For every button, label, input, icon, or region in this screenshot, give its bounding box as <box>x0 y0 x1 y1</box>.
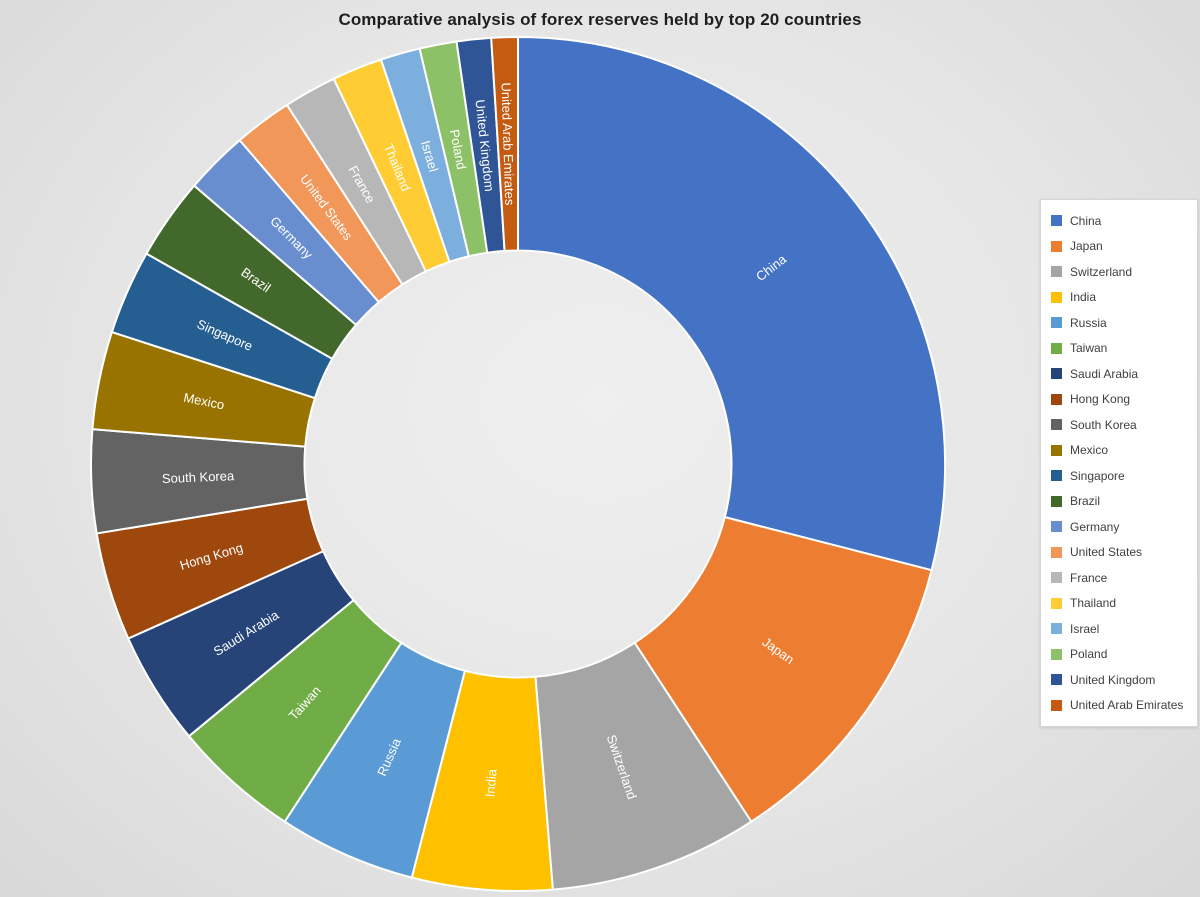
legend-item-label: India <box>1070 290 1097 305</box>
legend-swatch <box>1051 444 1062 456</box>
legend-item-label: United States <box>1070 545 1143 560</box>
donut-slice-united-arab-emirates <box>490 35 519 252</box>
legend-item-label: France <box>1070 570 1108 585</box>
legend-item: France <box>1051 565 1191 591</box>
legend-swatch <box>1051 419 1062 431</box>
legend-swatch <box>1051 648 1062 660</box>
legend-item: Taiwan <box>1051 336 1191 362</box>
legend-swatch <box>1051 495 1062 507</box>
legend-item: Mexico <box>1051 438 1191 464</box>
legend-item-label: United Kingdom <box>1070 672 1156 687</box>
legend-item: China <box>1051 208 1191 234</box>
donut-slice-china <box>517 36 946 572</box>
legend-item: Germany <box>1051 514 1191 540</box>
legend-swatch <box>1051 623 1062 635</box>
legend-item: Israel <box>1051 616 1191 642</box>
legend-item: United Kingdom <box>1051 667 1191 693</box>
legend-swatch <box>1051 240 1062 252</box>
legend-swatch <box>1051 521 1062 533</box>
legend-swatch <box>1051 393 1062 405</box>
legend: China Japan Switzerland India Russia Taiwan Sa… <box>1040 199 1198 727</box>
legend-item-label: Taiwan <box>1070 341 1108 356</box>
legend-item: Switzerland <box>1051 259 1191 285</box>
legend-swatch <box>1051 291 1062 303</box>
legend-item-label: Mexico <box>1070 443 1109 458</box>
legend-item-label: South Korea <box>1070 417 1137 432</box>
slice-label: Poland <box>447 128 469 171</box>
legend-item-label: Switzerland <box>1070 264 1133 279</box>
slice-label: India <box>482 768 499 798</box>
legend-swatch <box>1051 597 1062 609</box>
legend-item-label: Thailand <box>1070 596 1117 611</box>
slice-label: United Arab Emirates <box>498 82 517 206</box>
legend-swatch <box>1051 470 1062 482</box>
legend-swatch <box>1051 572 1062 584</box>
legend-item-label: Saudi Arabia <box>1070 366 1139 381</box>
legend-item-label: United Arab Emirates <box>1070 698 1184 713</box>
legend-swatch <box>1051 342 1062 354</box>
legend-swatch <box>1051 546 1062 558</box>
legend-item: Russia <box>1051 310 1191 336</box>
legend-item-label: Hong Kong <box>1070 392 1131 407</box>
legend-swatch <box>1051 266 1062 278</box>
legend-item-label: Russia <box>1070 315 1107 330</box>
legend-item: India <box>1051 285 1191 311</box>
legend-item: Brazil <box>1051 489 1191 515</box>
legend-item: South Korea <box>1051 412 1191 438</box>
legend-swatch <box>1051 674 1062 686</box>
legend-item: Singapore <box>1051 463 1191 489</box>
legend-item: United Arab Emirates <box>1051 693 1191 719</box>
legend-swatch <box>1051 699 1062 711</box>
legend-item-label: Poland <box>1070 647 1108 662</box>
legend-swatch <box>1051 317 1062 329</box>
donut-slice-japan <box>633 516 933 823</box>
legend-item-label: Brazil <box>1070 494 1101 509</box>
chart-title: Comparative analysis of forex reserves h… <box>338 10 862 29</box>
slice-label: South Korea <box>162 468 236 486</box>
legend-item-label: Japan <box>1070 239 1103 254</box>
legend-swatch <box>1051 215 1062 227</box>
legend-item-label: China <box>1070 213 1102 228</box>
legend-swatch <box>1051 368 1062 380</box>
legend-item-label: Singapore <box>1070 468 1125 483</box>
legend-item: Saudi Arabia <box>1051 361 1191 387</box>
legend-item: Poland <box>1051 642 1191 668</box>
legend-item: United States <box>1051 540 1191 566</box>
legend-item: Hong Kong <box>1051 387 1191 413</box>
legend-item-label: Israel <box>1070 621 1100 636</box>
legend-item: Thailand <box>1051 591 1191 617</box>
legend-item: Japan <box>1051 234 1191 260</box>
legend-item-label: Germany <box>1070 519 1120 534</box>
